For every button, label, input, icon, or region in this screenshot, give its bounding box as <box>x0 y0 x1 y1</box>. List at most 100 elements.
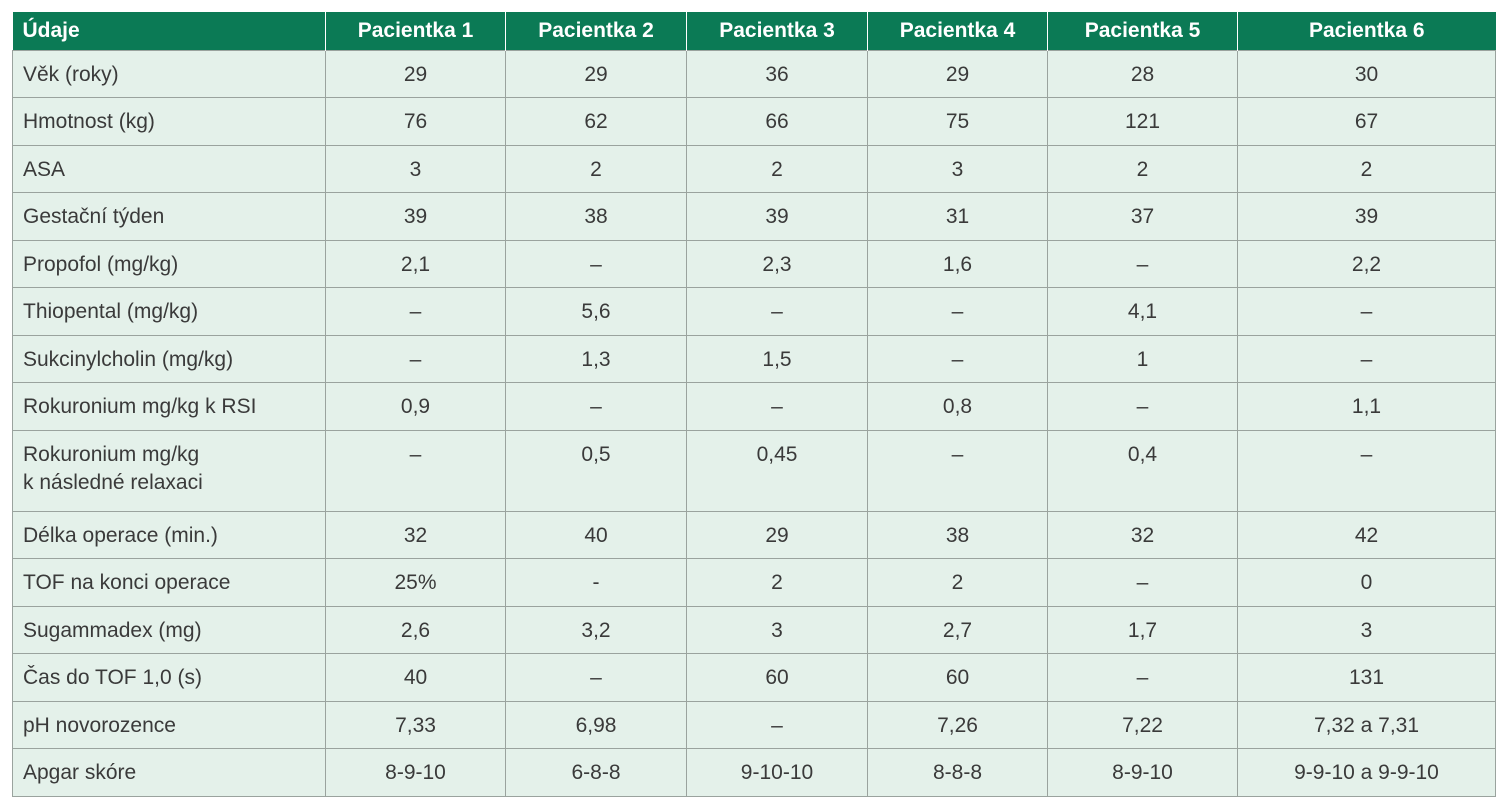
row-label: Propofol (mg/kg) <box>12 239 326 288</box>
data-table: Údaje Pacientka 1 Pacientka 2 Pacientka 3 Pa… <box>12 12 1496 797</box>
table-cell: 37 <box>1047 192 1238 241</box>
table-row: TOF na konci operace 25% -2 2–0 <box>12 558 1496 607</box>
table-row: Sukcinylcholin (mg/kg) –1,3 1,5–1– <box>12 334 1496 383</box>
table-cell: 2 <box>867 558 1048 607</box>
table-cell: 121 <box>1047 97 1238 146</box>
table-cell: – <box>325 287 506 336</box>
table-cell: – <box>1237 429 1496 512</box>
table-cell: 1 <box>1047 334 1238 383</box>
table-cell: 30 <box>1237 49 1496 98</box>
row-label: Rokuronium mg/kg k následné relaxaci <box>12 429 326 512</box>
table-cell: 31 <box>867 192 1048 241</box>
header-cell: Údaje <box>12 12 326 50</box>
table-cell: 8-8-8 <box>867 748 1048 797</box>
table-cell: 42 <box>1237 510 1496 559</box>
table-cell: 29 <box>686 510 868 559</box>
table-cell: 32 <box>325 510 506 559</box>
table-row: Věk (roky) 29 29 36 29 28 30 <box>12 49 1496 98</box>
table-cell: 7,33 <box>325 700 506 749</box>
table-cell: 29 <box>325 49 506 98</box>
table-cell: 29 <box>867 49 1048 98</box>
table-cell: – <box>686 382 868 431</box>
row-label: Apgar skóre <box>12 748 326 797</box>
header-cell: Pacientka 2 <box>505 12 687 50</box>
table-cell: – <box>686 287 868 336</box>
table-row: pH novorozence 7,33 6,98–7,26 7,22 7,32 a 7,… <box>12 700 1496 749</box>
table-cell: 28 <box>1047 49 1238 98</box>
table-cell: – <box>505 239 687 288</box>
table-cell: 2 <box>1237 144 1496 193</box>
table-cell: 2 <box>1047 144 1238 193</box>
table-cell: 2,1 <box>325 239 506 288</box>
table-cell: 6-8-8 <box>505 748 687 797</box>
table-row: Thiopental (mg/kg) –5,6– –4,1– <box>12 287 1496 336</box>
row-label: Věk (roky) <box>12 49 326 98</box>
table-row: Rokuronium mg/kg k RSI 0,9– –0,8–1,1 <box>12 382 1496 431</box>
table-cell: 0,4 <box>1047 429 1238 512</box>
table-cell: 2,3 <box>686 239 868 288</box>
table-cell: 66 <box>686 97 868 146</box>
table-cell: 39 <box>325 192 506 241</box>
table-cell: 75 <box>867 97 1048 146</box>
table-cell: 40 <box>505 510 687 559</box>
table-row: Apgar skóre 8-9-10 6-8-8 9-10-10 8-8-8 8-9-10… <box>12 748 1496 797</box>
header-cell: Pacientka 1 <box>325 12 506 50</box>
table-cell: 2,7 <box>867 605 1048 654</box>
table-cell: 40 <box>325 653 506 702</box>
table-row: Délka operace (min.) 32 40 29 38 32 42 <box>12 510 1496 559</box>
table-cell: 1,5 <box>686 334 868 383</box>
row-label: Rokuronium mg/kg k RSI <box>12 382 326 431</box>
table-cell: 9-10-10 <box>686 748 868 797</box>
header-cell: Pacientka 6 <box>1237 12 1496 50</box>
table-cell: 6,98 <box>505 700 687 749</box>
table-cell: 4,1 <box>1047 287 1238 336</box>
table-cell: 8-9-10 <box>1047 748 1238 797</box>
table-cell: – <box>505 653 687 702</box>
table-cell: 67 <box>1237 97 1496 146</box>
table-cell: 5,6 <box>505 287 687 336</box>
table-cell: 2,6 <box>325 605 506 654</box>
table-cell: 36 <box>686 49 868 98</box>
table-cell: – <box>325 429 506 512</box>
table-cell: 2 <box>686 558 868 607</box>
row-label: Gestační týden <box>12 192 326 241</box>
row-label: Sugammadex (mg) <box>12 605 326 654</box>
row-label: Thiopental (mg/kg) <box>12 287 326 336</box>
table-cell: – <box>686 700 868 749</box>
table-cell: 8-9-10 <box>325 748 506 797</box>
row-label: Čas do TOF 1,0 (s) <box>12 653 326 702</box>
row-label: TOF na konci operace <box>12 558 326 607</box>
table-cell: 2 <box>505 144 687 193</box>
table-cell: – <box>1237 287 1496 336</box>
table-cell: 0,45 <box>686 429 868 512</box>
table-cell: - <box>505 558 687 607</box>
table-row: ASA 3 2 2 3 2 2 <box>12 144 1496 193</box>
table-cell: 2,2 <box>1237 239 1496 288</box>
table-cell: – <box>1047 653 1238 702</box>
table-cell: 60 <box>867 653 1048 702</box>
table-cell: – <box>1237 334 1496 383</box>
table-cell: 1,3 <box>505 334 687 383</box>
table-cell: 62 <box>505 97 687 146</box>
table-cell: 3 <box>686 605 868 654</box>
table-cell: 131 <box>1237 653 1496 702</box>
table-cell: 2 <box>686 144 868 193</box>
table-cell: 3,2 <box>505 605 687 654</box>
table-cell: 32 <box>1047 510 1238 559</box>
table-cell: – <box>867 429 1048 512</box>
table-cell: 1,7 <box>1047 605 1238 654</box>
header-cell: Pacientka 4 <box>867 12 1048 50</box>
table-cell: 9-9-10 a 9-9-10 <box>1237 748 1496 797</box>
table-cell: – <box>867 287 1048 336</box>
row-label: ASA <box>12 144 326 193</box>
table-row: Sugammadex (mg) 2,6 3,2 3 2,7 1,7 3 <box>12 605 1496 654</box>
table-cell: 29 <box>505 49 687 98</box>
table-cell: 3 <box>1237 605 1496 654</box>
table-cell: 25% <box>325 558 506 607</box>
table-row: Rokuronium mg/kg k následné relaxaci –0,5… <box>12 429 1496 512</box>
table-cell: 0,8 <box>867 382 1048 431</box>
table-cell: 3 <box>867 144 1048 193</box>
table-cell: – <box>1047 239 1238 288</box>
table-cell: 0 <box>1237 558 1496 607</box>
header-row: Údaje Pacientka 1 Pacientka 2 Pacientka 3 Pa… <box>12 12 1496 50</box>
